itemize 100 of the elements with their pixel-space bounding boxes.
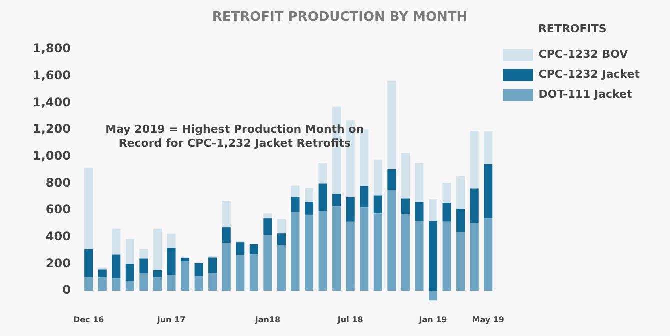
bar [194, 264, 204, 277]
bar [442, 203, 452, 222]
bar [112, 278, 121, 291]
annotation: May 2019 = Highest Production Month on Record for CPC-1,232 Jacket Retrofits [106, 122, 364, 150]
bar [374, 214, 382, 291]
y-tick-label: 200 [46, 256, 71, 270]
bar [388, 169, 396, 190]
bar [153, 277, 162, 291]
bar [442, 222, 452, 291]
bar [291, 212, 300, 291]
bar [98, 270, 107, 278]
y-tick-label: 1,400 [32, 95, 71, 110]
bar [277, 219, 286, 234]
bar [428, 200, 438, 222]
legend-label: CPC-1232 BOV [538, 48, 629, 62]
bar [222, 243, 231, 291]
bar [208, 258, 218, 274]
bar [264, 235, 272, 291]
y-tick-label: 800 [46, 176, 71, 190]
bar [140, 258, 148, 274]
bar [84, 250, 94, 278]
bar [318, 164, 328, 184]
bar [236, 242, 245, 256]
bar [332, 206, 342, 291]
bar [346, 197, 355, 222]
bar [305, 188, 314, 202]
bar [250, 244, 258, 255]
bar [360, 208, 369, 291]
bar [374, 160, 382, 196]
bar [456, 232, 466, 291]
bar [112, 254, 121, 279]
bar [126, 239, 134, 264]
bar [388, 190, 396, 291]
x-tick-label: May 19 [472, 315, 505, 324]
bar [208, 273, 218, 291]
bar [126, 281, 134, 291]
bar [360, 186, 369, 208]
bar [153, 270, 162, 278]
x-tick-label: Jan 19 [418, 315, 448, 324]
bar [181, 261, 190, 291]
bar [470, 188, 479, 223]
legend-title: RETROFITS [538, 22, 607, 36]
bar [415, 220, 424, 291]
bar [484, 132, 493, 165]
bar [153, 228, 162, 270]
bar [415, 202, 424, 221]
x-tick-label: Jul 18 [336, 315, 364, 324]
bar [401, 214, 410, 291]
bar [264, 218, 272, 236]
bar [456, 176, 466, 210]
y-tick-label: 1,000 [32, 149, 71, 164]
bar [470, 223, 479, 291]
x-tick-label: Jun 17 [156, 315, 186, 324]
bar [140, 273, 148, 291]
legend-label: DOT-111 Jacket [538, 88, 632, 102]
bar [140, 249, 148, 259]
bar [374, 196, 382, 214]
bar [388, 80, 396, 170]
bar [277, 245, 286, 291]
bar [167, 275, 176, 291]
bar [442, 183, 452, 204]
bar [291, 197, 300, 212]
bar [484, 164, 493, 219]
y-tick-label: 1,800 [32, 42, 71, 56]
bar [167, 234, 176, 248]
bar [346, 222, 355, 291]
bar [415, 163, 424, 202]
bar [264, 214, 272, 219]
bar [112, 228, 121, 255]
y-tick-label: 600 [46, 202, 71, 217]
bar [401, 153, 410, 199]
bar [428, 290, 438, 301]
bar [222, 201, 231, 228]
bar [291, 186, 300, 198]
bar [318, 184, 328, 212]
bar [236, 255, 245, 291]
bar [428, 221, 438, 291]
bar [305, 202, 314, 215]
bar [181, 258, 190, 262]
y-tick-label: 0 [62, 283, 71, 298]
chart-title: RETROFIT PRODUCTION BY MONTH [212, 10, 468, 26]
bar [332, 194, 342, 207]
x-tick-label: Dec 16 [73, 315, 105, 324]
bar [84, 277, 94, 291]
legend-label: CPC-1232 Jacket [538, 68, 640, 82]
bar [126, 264, 134, 282]
bar [305, 214, 314, 291]
bar [484, 218, 493, 291]
bar [401, 198, 410, 214]
bar [277, 234, 286, 246]
bar [250, 254, 258, 291]
bar [84, 168, 94, 250]
x-tick-label: Jan18 [254, 315, 281, 324]
bar [167, 248, 176, 276]
bar [470, 131, 479, 189]
bar [194, 276, 204, 291]
y-tick-label: 1,200 [32, 122, 71, 136]
y-tick-label: 1,600 [32, 68, 71, 83]
bar [98, 278, 107, 291]
bar [456, 209, 466, 232]
